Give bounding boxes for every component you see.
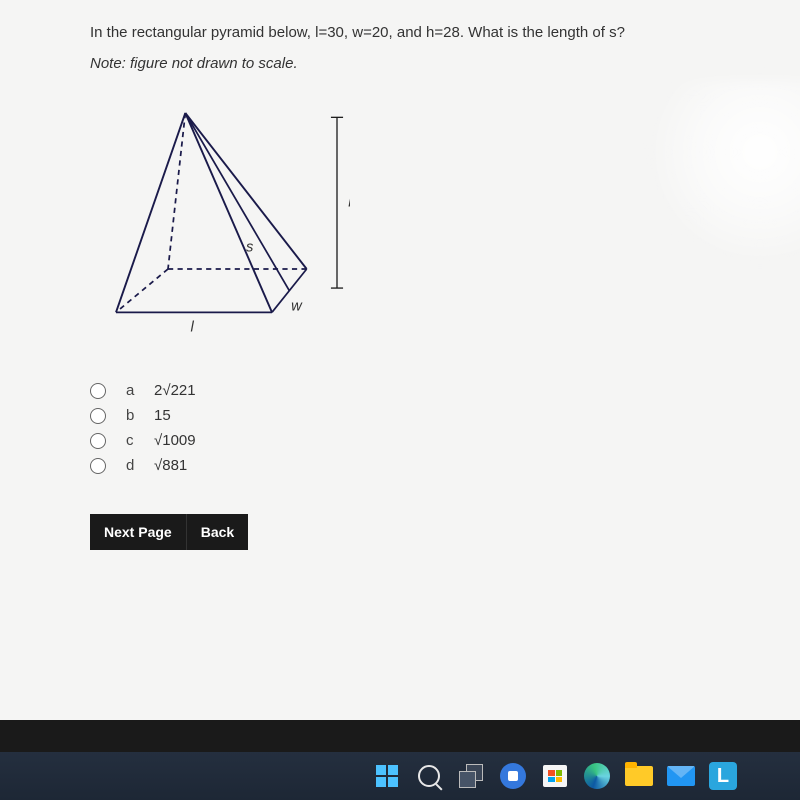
label-l: l <box>191 319 195 335</box>
explorer-button[interactable] <box>625 762 653 790</box>
app-L-button[interactable]: L <box>709 762 737 790</box>
option-d[interactable]: d √881 <box>90 457 710 474</box>
option-letter: b <box>126 407 154 424</box>
label-s: s <box>246 240 254 256</box>
store-button[interactable] <box>541 762 569 790</box>
nav-buttons: Next Page Back <box>90 514 710 550</box>
option-value: √881 <box>154 457 187 474</box>
search-icon <box>418 765 440 787</box>
radio-icon[interactable] <box>90 433 106 449</box>
figure-container: h s w l <box>90 92 710 342</box>
question-prompt: In the rectangular pyramid below, l=30, … <box>90 24 710 41</box>
option-letter: c <box>126 432 154 449</box>
question-note: Note: figure not drawn to scale. <box>90 55 710 72</box>
store-icon <box>543 765 567 787</box>
quiz-page: In the rectangular pyramid below, l=30, … <box>0 0 800 720</box>
radio-icon[interactable] <box>90 458 106 474</box>
folder-icon <box>625 766 653 786</box>
windows-taskbar[interactable]: L <box>0 752 800 800</box>
label-h: h <box>348 194 350 211</box>
option-letter: d <box>126 457 154 474</box>
radio-icon[interactable] <box>90 408 106 424</box>
start-button[interactable] <box>373 762 401 790</box>
edge-button[interactable] <box>583 762 611 790</box>
answer-options: a 2√221 b 15 c √1009 d √881 <box>90 382 710 474</box>
back-button[interactable]: Back <box>186 514 248 550</box>
pyramid-figure: h s w l <box>90 92 350 342</box>
windows-logo-icon <box>376 765 398 787</box>
mail-button[interactable] <box>667 762 695 790</box>
option-value: 15 <box>154 407 171 424</box>
option-a[interactable]: a 2√221 <box>90 382 710 399</box>
chat-button[interactable] <box>499 762 527 790</box>
search-button[interactable] <box>415 762 443 790</box>
task-view-button[interactable] <box>457 762 485 790</box>
chat-icon <box>500 763 526 789</box>
option-c[interactable]: c √1009 <box>90 432 710 449</box>
label-w: w <box>291 299 303 315</box>
task-view-icon <box>459 764 483 788</box>
mail-icon <box>667 766 695 786</box>
app-L-icon: L <box>709 762 737 790</box>
option-value: 2√221 <box>154 382 196 399</box>
option-b[interactable]: b 15 <box>90 407 710 424</box>
next-page-button[interactable]: Next Page <box>90 514 186 550</box>
radio-icon[interactable] <box>90 383 106 399</box>
edge-icon <box>584 763 610 789</box>
option-value: √1009 <box>154 432 196 449</box>
option-letter: a <box>126 382 154 399</box>
